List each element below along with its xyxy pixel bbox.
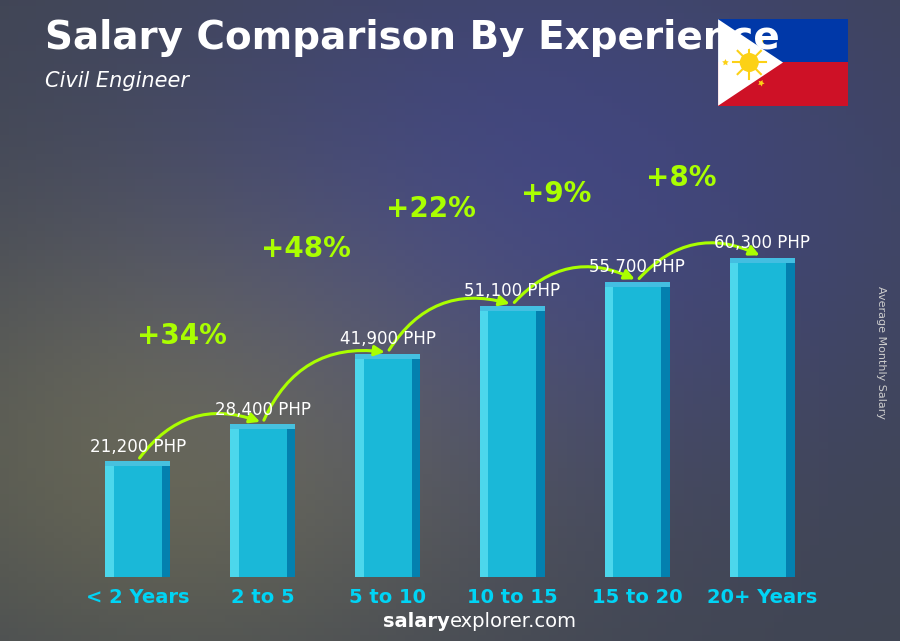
Polygon shape [718,19,783,106]
Text: Average Monthly Salary: Average Monthly Salary [877,286,886,419]
Text: +34%: +34% [137,322,227,350]
Bar [230,429,295,577]
Text: +48%: +48% [262,235,351,263]
Text: 28,400 PHP: 28,400 PHP [215,401,310,419]
Bar [105,467,114,577]
Bar [730,263,738,577]
Bar [356,359,364,577]
Bar [162,467,170,577]
Text: 41,900 PHP: 41,900 PHP [339,330,436,348]
Bar [356,359,420,577]
Bar [287,429,295,577]
Circle shape [740,53,759,72]
Bar [480,311,489,577]
Text: 60,300 PHP: 60,300 PHP [714,235,810,253]
Bar [105,467,170,577]
Bar [536,311,544,577]
Bar [662,287,670,577]
Polygon shape [722,59,729,65]
Text: Salary Comparison By Experience: Salary Comparison By Experience [45,19,779,57]
Text: +22%: +22% [386,196,476,223]
Bar [605,287,613,577]
Bar [718,19,848,62]
Bar [105,462,170,467]
Bar [718,62,848,106]
Bar [411,359,420,577]
Text: +9%: +9% [521,179,591,208]
Bar [605,282,670,287]
Text: explorer.com: explorer.com [450,612,577,631]
Bar [730,263,795,577]
Bar [786,263,795,577]
Text: salary: salary [383,612,450,631]
Text: Civil Engineer: Civil Engineer [45,71,189,90]
Bar [605,287,670,577]
Bar [356,354,420,359]
Polygon shape [758,38,764,46]
Text: 55,700 PHP: 55,700 PHP [590,258,685,276]
Bar [730,258,795,263]
Text: 51,100 PHP: 51,100 PHP [464,282,561,301]
Bar [480,306,544,311]
Bar [230,424,295,429]
Bar [480,311,544,577]
Bar [230,429,238,577]
Polygon shape [758,80,765,87]
Text: 21,200 PHP: 21,200 PHP [90,438,186,456]
Text: +8%: +8% [645,164,716,192]
